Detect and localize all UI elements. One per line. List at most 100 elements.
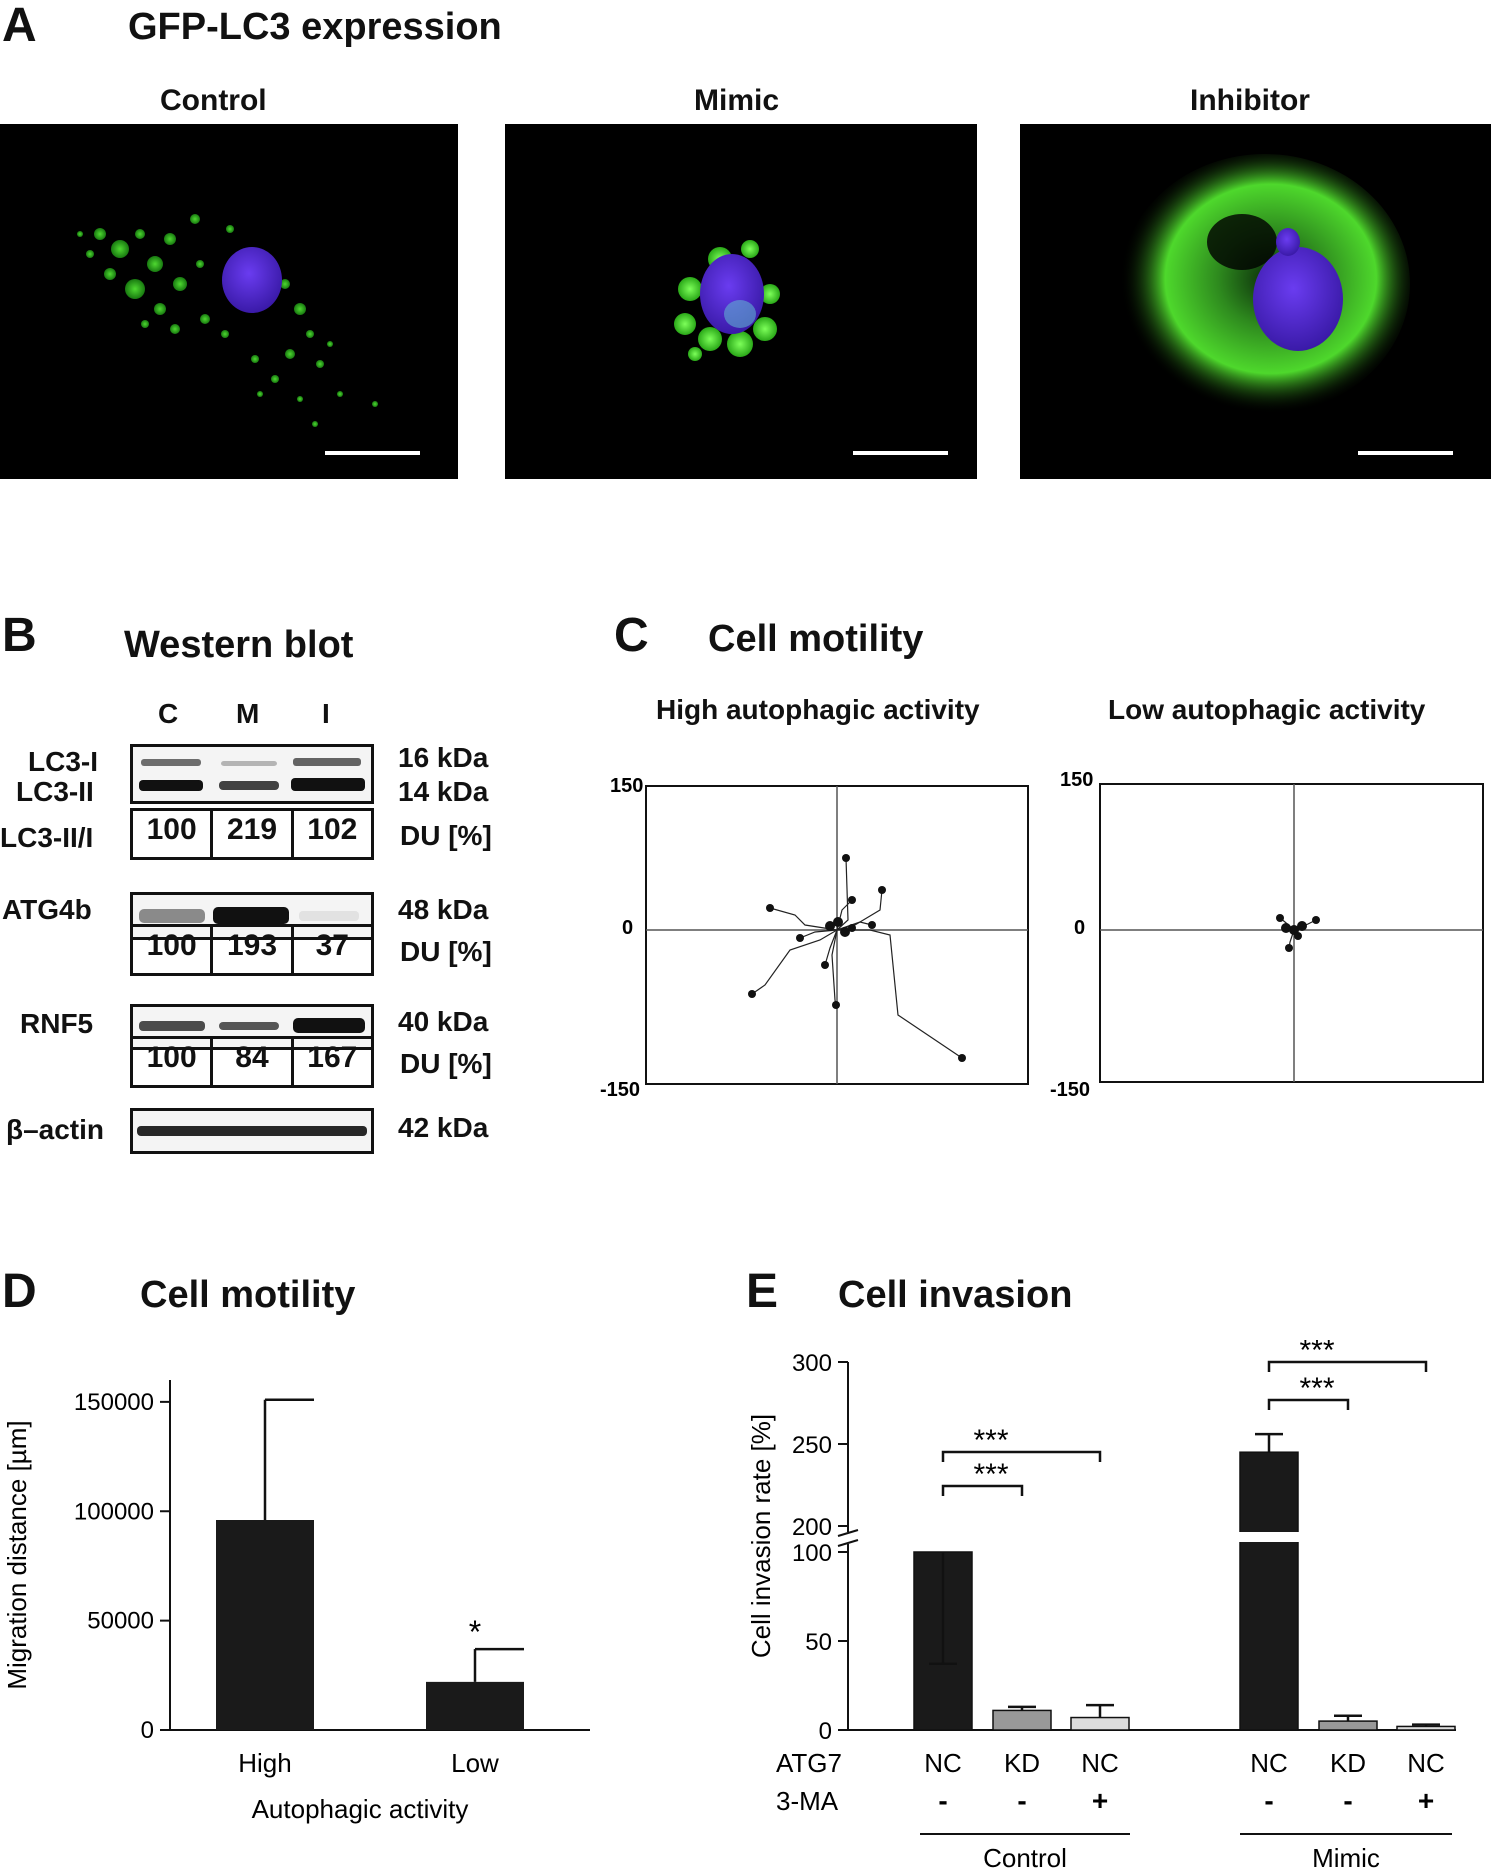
lc3-ratio-label: LC3-II/I — [0, 822, 94, 853]
du-cell: 100 — [146, 929, 197, 962]
atg7-label: KD — [1004, 1748, 1040, 1778]
actin-kda: 42 kDa — [398, 1112, 489, 1143]
rnf5-blot — [130, 1004, 374, 1050]
panel-d-title: Cell motility — [140, 1274, 356, 1316]
y-axis-label: Cell invasion rate [%] — [746, 1414, 776, 1658]
atg7-label: NC — [1250, 1748, 1288, 1778]
ymax-label: 150 — [1060, 769, 1093, 791]
atg4b-bands — [139, 907, 359, 924]
y-tick-label: 300 — [792, 1350, 832, 1377]
lc3-du-row: 100 219 102 — [130, 808, 374, 860]
y-tick-label: 250 — [792, 1432, 832, 1459]
actin-bands — [137, 1126, 367, 1136]
micrograph-inhibitor — [1020, 124, 1491, 479]
panel-b-title: Western blot — [124, 624, 354, 666]
group-label-mimic: Mimic — [1312, 1843, 1380, 1873]
panel-d-letter: D — [2, 1265, 37, 1318]
bar-kd-1 — [992, 1709, 1052, 1731]
bar-high — [216, 1520, 314, 1730]
plot-label-high: High autophagic activity — [656, 694, 980, 725]
lane-label-i: I — [322, 698, 330, 729]
ma3-label: - — [1264, 1785, 1273, 1816]
panel-a-letter: A — [2, 0, 37, 52]
rnf5-du-row: 100 84 167 — [130, 1036, 374, 1088]
y-tick-label: 50 — [805, 1629, 832, 1656]
significance-stars: *** — [973, 1424, 1008, 1457]
group-label-control: Control — [983, 1843, 1067, 1873]
cell-mimic-image — [674, 240, 948, 455]
bar-nc-2 — [1070, 1716, 1130, 1731]
lc3-i-kda: 16 kDa — [398, 742, 489, 773]
significance-stars: *** — [1299, 1372, 1334, 1405]
atg7-label: KD — [1330, 1748, 1366, 1778]
lc3-du-unit: DU [%] — [400, 820, 492, 851]
y-tick-label: 50000 — [87, 1608, 154, 1635]
du-cell: 219 — [210, 811, 290, 857]
y-tick-label: 100000 — [74, 1498, 154, 1525]
atg4b-kda: 48 kDa — [398, 894, 489, 925]
y-tick-label: 150000 — [74, 1389, 154, 1416]
ma3-label: - — [938, 1785, 947, 1816]
du-cell: 100 — [146, 1041, 197, 1074]
ymin-label: -150 — [600, 1079, 640, 1101]
zero-label: 0 — [1074, 917, 1085, 939]
panel-e-letter: E — [746, 1265, 779, 1318]
scale-bar — [1358, 451, 1453, 455]
bar-break-gap — [1238, 1532, 1300, 1542]
du-cell: 100 — [146, 813, 197, 846]
lc3-blot — [130, 744, 374, 804]
significance-bracket — [941, 1484, 1024, 1496]
ymin-label: -150 — [1050, 1079, 1090, 1101]
plot-frame — [1099, 783, 1484, 1083]
significance-bracket — [1267, 1398, 1350, 1410]
image-label-control: Control — [160, 84, 267, 117]
rnf5-label: RNF5 — [20, 1008, 94, 1039]
scale-bar — [325, 451, 420, 455]
du-cell: 102 — [290, 811, 371, 857]
significance-stars: *** — [973, 1458, 1008, 1491]
panel-c-letter: C — [614, 609, 649, 662]
panel-e-title: Cell invasion — [838, 1274, 1073, 1316]
du-cell: 167 — [290, 1039, 371, 1085]
trajectory-plot-low: 150 0 -150 — [1050, 769, 1484, 1101]
y-tick-label: 200 — [792, 1514, 832, 1541]
axis-break-mark — [837, 1529, 859, 1537]
micrograph-mimic — [505, 124, 977, 479]
atg7-label: NC — [1081, 1748, 1119, 1778]
significance-bracket — [941, 1450, 1102, 1462]
bar-nc-5 — [1396, 1725, 1456, 1731]
panel-a-title: GFP-LC3 expression — [128, 6, 502, 48]
panel-c-title: Cell motility — [708, 618, 924, 660]
atg4b-blot — [130, 892, 374, 940]
y-tick-label: 100 — [792, 1540, 832, 1567]
row-label-atg7: ATG7 — [776, 1748, 842, 1778]
y-axis-label: Migration distance [µm] — [2, 1420, 32, 1689]
ma3-label: - — [1343, 1785, 1352, 1816]
rnf5-bands — [139, 1018, 365, 1033]
x-tick-label: Low — [451, 1748, 499, 1778]
micrograph-control — [0, 124, 458, 479]
trajectory-endpoints — [748, 854, 966, 1062]
rnf5-kda: 40 kDa — [398, 1006, 489, 1037]
lc3-i-label: LC3-I — [28, 746, 98, 777]
x-axis-label: Autophagic activity — [252, 1794, 469, 1824]
trajectories — [751, 857, 963, 1059]
ma3-label: + — [1092, 1785, 1108, 1816]
axis-break-mark — [837, 1539, 859, 1547]
cell-inhibitor-image — [1120, 154, 1453, 455]
plot-label-low: Low autophagic activity — [1108, 694, 1426, 725]
atg7-label: NC — [1407, 1748, 1445, 1778]
bar-kd-4 — [1318, 1720, 1378, 1731]
lane-label-m: M — [236, 698, 260, 729]
atg7-label: NC — [924, 1748, 962, 1778]
du-cell: 84 — [210, 1039, 290, 1085]
significance-mark: * — [469, 1614, 481, 1650]
y-tick-label: 0 — [819, 1718, 832, 1745]
zero-label: 0 — [622, 917, 633, 939]
lc3-bands — [139, 758, 365, 791]
lane-label-c: C — [158, 698, 179, 729]
significance-bracket — [1267, 1360, 1428, 1372]
actin-blot — [130, 1108, 374, 1154]
lc3-ii-label: LC3-II — [16, 776, 94, 807]
